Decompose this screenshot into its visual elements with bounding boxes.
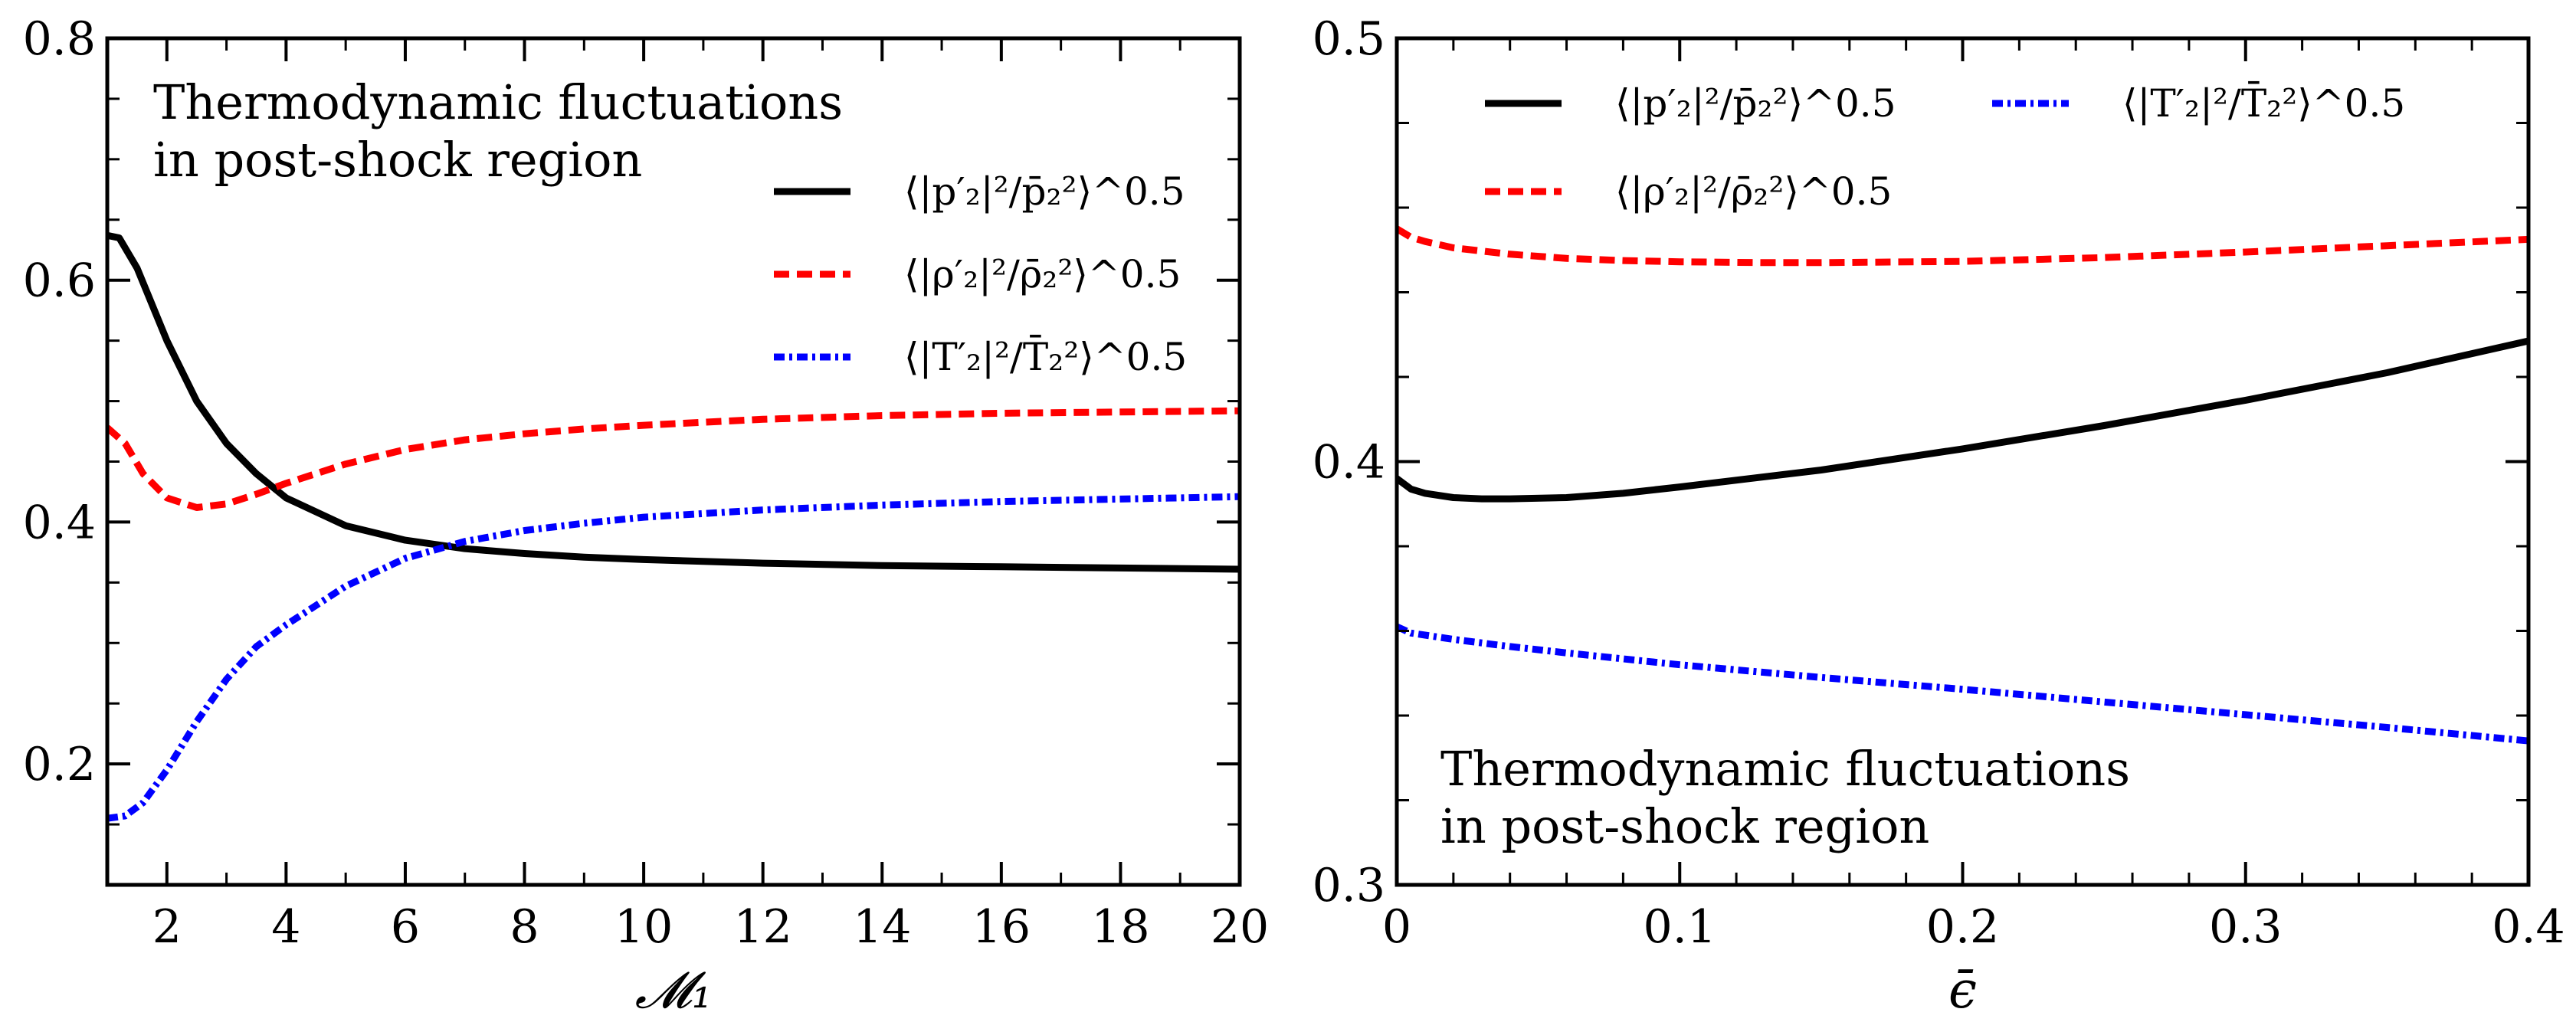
y-tick-label: 0.3 bbox=[1313, 859, 1385, 912]
right-panel-epsilon: 0 0.1 0.2 0.3 0.4 0.3 0.4 0.5 ϵ̄ Thermodynamic fl… bbox=[1313, 12, 2565, 1020]
series-group bbox=[1397, 225, 2528, 745]
legend-label-2: ⟨|T′₂|²/T̄₂²⟩^0.5 bbox=[904, 334, 1187, 379]
plot-frame bbox=[105, 36, 1242, 887]
series-line-0 bbox=[107, 231, 1240, 573]
x-tick-label: 4 bbox=[271, 900, 300, 954]
legend-label-0: ⟨|p′₂|²/p̄₂²⟩^0.5 bbox=[904, 169, 1185, 214]
series-line-2 bbox=[107, 493, 1240, 822]
x-tick-label: 10 bbox=[615, 900, 673, 954]
legend: ⟨|p′₂|²/p̄₂²⟩^0.5 ⟨|ρ′₂|²/ρ̄₂²⟩^0.5 ⟨|T′₂|… bbox=[1485, 80, 2405, 214]
series-line-1 bbox=[107, 407, 1240, 511]
x-tick-label: 0 bbox=[1382, 900, 1411, 954]
legend: ⟨|p′₂|²/p̄₂²⟩^0.5 ⟨|ρ′₂|²/ρ̄₂²⟩^0.5 ⟨|T′₂|… bbox=[774, 169, 1187, 379]
left-panel-mach-number: 2 4 6 8 10 12 14 16 18 20 0.2 0.4 0.6 0.8 𝓜₁ Thermodyna… bbox=[23, 12, 1270, 1020]
x-tick-label: 0.1 bbox=[1644, 900, 1716, 954]
series-line-0 bbox=[1397, 337, 2528, 503]
y-tick-label: 0.4 bbox=[1313, 436, 1385, 490]
x-tick-label: 12 bbox=[734, 900, 792, 954]
plot-frame bbox=[1395, 36, 2531, 887]
x-axis-label: ϵ̄ bbox=[1948, 961, 1977, 1020]
x-tick-label: 16 bbox=[972, 900, 1031, 954]
series-line-1 bbox=[1397, 225, 2528, 267]
x-tick-label: 0.4 bbox=[2492, 900, 2565, 954]
x-tick-label: 0.3 bbox=[2209, 900, 2282, 954]
x-tick-label: 14 bbox=[853, 900, 911, 954]
legend-label-1: ⟨|ρ′₂|²/ρ̄₂²⟩^0.5 bbox=[904, 252, 1181, 296]
x-tick-label: 6 bbox=[391, 900, 420, 954]
x-tick-label: 8 bbox=[510, 900, 539, 954]
annotation-line-2: in post-shock region bbox=[1440, 798, 1929, 854]
x-axis-label: 𝓜₁ bbox=[635, 961, 712, 1020]
series-line-2 bbox=[1397, 623, 2528, 745]
y-tick-label: 0.8 bbox=[23, 12, 96, 66]
annotation-line-2: in post-shock region bbox=[153, 132, 642, 188]
y-tick-label: 0.6 bbox=[23, 254, 96, 308]
x-tick-label: 2 bbox=[152, 900, 182, 954]
series-group bbox=[107, 231, 1240, 822]
y-tick-label: 0.4 bbox=[23, 496, 96, 549]
legend-label-1: ⟨|ρ′₂|²/ρ̄₂²⟩^0.5 bbox=[1615, 169, 1892, 214]
y-tick-label: 0.2 bbox=[23, 738, 96, 791]
annotation-line-1: Thermodynamic fluctuations bbox=[153, 74, 843, 130]
annotation-line-1: Thermodynamic fluctuations bbox=[1440, 741, 2130, 797]
x-tick-label: 18 bbox=[1091, 900, 1149, 954]
legend-label-2: ⟨|T′₂|²/T̄₂²⟩^0.5 bbox=[2122, 80, 2405, 126]
legend-label-0: ⟨|p′₂|²/p̄₂²⟩^0.5 bbox=[1615, 81, 1896, 126]
x-tick-label: 0.2 bbox=[1926, 900, 1999, 954]
y-tick-label: 0.5 bbox=[1313, 12, 1385, 66]
x-tick-label: 20 bbox=[1211, 900, 1269, 954]
